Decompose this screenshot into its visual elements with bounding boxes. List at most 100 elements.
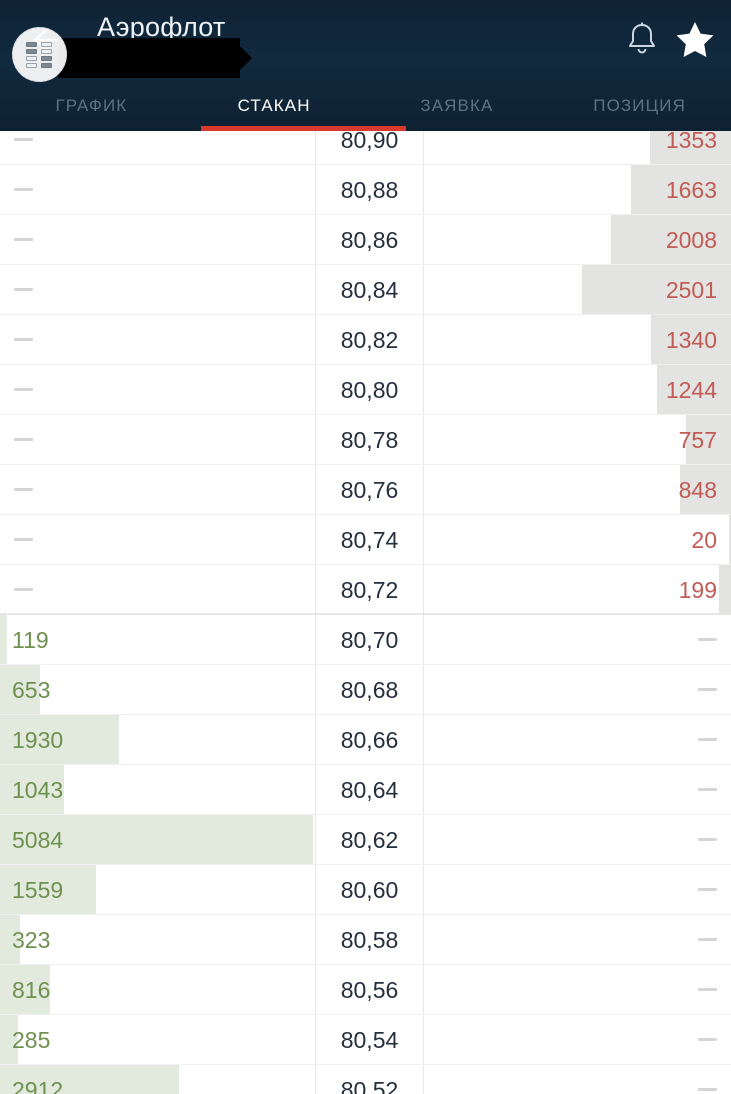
bid-quantity: 1559 bbox=[12, 877, 64, 903]
order-book-row[interactable]: 323 80,58 bbox=[0, 915, 731, 965]
empty-ask-dash bbox=[698, 788, 717, 791]
column-divider bbox=[423, 465, 424, 514]
empty-ask-dash bbox=[698, 1088, 717, 1091]
column-divider bbox=[315, 915, 316, 964]
column-divider bbox=[315, 131, 316, 164]
empty-bid-dash bbox=[14, 388, 33, 391]
column-divider bbox=[423, 965, 424, 1014]
column-divider bbox=[423, 215, 424, 264]
ask-depth-bar bbox=[651, 315, 731, 364]
order-book-row[interactable]: 1043 80,64 bbox=[0, 765, 731, 815]
column-divider bbox=[423, 915, 424, 964]
bell-icon[interactable] bbox=[625, 20, 659, 58]
bid-quantity: 5084 bbox=[12, 827, 64, 853]
bid-quantity: 1043 bbox=[12, 777, 64, 803]
ask-depth-bar bbox=[631, 165, 731, 214]
column-divider bbox=[315, 715, 316, 764]
bid-quantity: 2912 bbox=[12, 1077, 64, 1094]
empty-ask-dash bbox=[698, 1038, 717, 1041]
order-book-layout-icon[interactable] bbox=[12, 27, 67, 82]
star-filled-icon[interactable] bbox=[675, 19, 715, 59]
price-cell: 80,66 bbox=[340, 727, 399, 753]
empty-ask-dash bbox=[698, 888, 717, 891]
order-book-row[interactable]: 80,72 199 bbox=[0, 565, 731, 615]
price-cell: 80,88 bbox=[340, 177, 399, 203]
price-cell: 80,60 bbox=[340, 877, 399, 903]
order-book-row[interactable]: 80,76 848 bbox=[0, 465, 731, 515]
ask-depth-bar bbox=[611, 215, 731, 264]
column-divider bbox=[423, 165, 424, 214]
order-book-row[interactable]: 119 80,70 bbox=[0, 615, 731, 665]
ask-quantity: 1244 bbox=[665, 377, 717, 403]
ask-quantity: 1340 bbox=[665, 327, 717, 353]
ask-depth-bar bbox=[719, 565, 731, 613]
empty-ask-dash bbox=[698, 688, 717, 691]
bid-depth-bar bbox=[0, 865, 96, 914]
bid-quantity: 285 bbox=[12, 1027, 51, 1053]
column-divider bbox=[423, 665, 424, 714]
bid-quantity: 119 bbox=[12, 627, 49, 653]
order-book-row[interactable]: 2912 80,52 bbox=[0, 1065, 731, 1094]
column-divider bbox=[423, 1065, 424, 1094]
tab-stakan[interactable]: СТАКАН bbox=[237, 96, 311, 115]
order-book-row[interactable]: 80,78 757 bbox=[0, 415, 731, 465]
ask-quantity: 2008 bbox=[665, 227, 717, 253]
price-cell: 80,56 bbox=[340, 977, 399, 1003]
empty-ask-dash bbox=[698, 738, 717, 741]
empty-bid-dash bbox=[14, 288, 33, 291]
price-cell: 80,58 bbox=[340, 927, 399, 953]
empty-bid-dash bbox=[14, 238, 33, 241]
column-divider bbox=[315, 265, 316, 314]
order-book-row[interactable]: 1930 80,66 bbox=[0, 715, 731, 765]
empty-bid-dash bbox=[14, 538, 33, 541]
tab-zayavka[interactable]: ЗАЯВКА bbox=[420, 96, 494, 115]
empty-ask-dash bbox=[698, 938, 717, 941]
order-book-row[interactable]: 80,74 20 bbox=[0, 515, 731, 565]
column-divider bbox=[315, 965, 316, 1014]
price-cell: 80,64 bbox=[340, 777, 399, 803]
column-divider bbox=[423, 765, 424, 814]
column-divider bbox=[315, 165, 316, 214]
bid-quantity: 323 bbox=[12, 927, 51, 953]
order-book-row[interactable]: 285 80,54 bbox=[0, 1015, 731, 1065]
bid-quantity: 653 bbox=[12, 677, 51, 703]
column-divider bbox=[315, 315, 316, 364]
order-book-row[interactable]: 80,82 1340 bbox=[0, 315, 731, 365]
column-divider bbox=[315, 865, 316, 914]
column-divider bbox=[423, 265, 424, 314]
order-book-row[interactable]: 80,88 1663 bbox=[0, 165, 731, 215]
order-book-list[interactable]: 80,90 1353 80,88 1663 80,86 2008 80,84 2501 80,8… bbox=[0, 131, 731, 1094]
order-book-row[interactable]: 5084 80,62 bbox=[0, 815, 731, 865]
price-cell: 80,78 bbox=[340, 427, 399, 453]
app-header: Аэрофлот ГРАФИК СТАКАН ЗАЯВКА ПОЗИЦИЯ bbox=[0, 0, 731, 131]
ask-quantity: 757 bbox=[678, 427, 717, 453]
bid-depth-bar bbox=[0, 965, 50, 1014]
price-cell: 80,54 bbox=[340, 1027, 399, 1053]
column-divider bbox=[315, 215, 316, 264]
empty-bid-dash bbox=[14, 588, 33, 591]
order-book-row[interactable]: 653 80,68 bbox=[0, 665, 731, 715]
order-book-row[interactable]: 80,84 2501 bbox=[0, 265, 731, 315]
order-book-row[interactable]: 80,80 1244 bbox=[0, 365, 731, 415]
order-book-row[interactable]: 816 80,56 bbox=[0, 965, 731, 1015]
price-cell: 80,82 bbox=[340, 327, 399, 353]
column-divider bbox=[423, 1015, 424, 1064]
order-book-row[interactable]: 80,86 2008 bbox=[0, 215, 731, 265]
empty-bid-dash bbox=[14, 488, 33, 491]
order-book-row[interactable]: 1559 80,60 bbox=[0, 865, 731, 915]
ask-depth-bar bbox=[657, 365, 731, 414]
price-cell: 80,90 bbox=[340, 131, 399, 153]
price-cell: 80,62 bbox=[340, 827, 399, 853]
ask-depth-bar bbox=[729, 515, 731, 564]
tab-pozitsiya[interactable]: ПОЗИЦИЯ bbox=[593, 96, 686, 115]
order-book-row[interactable]: 80,90 1353 bbox=[0, 131, 731, 165]
bid-quantity: 1930 bbox=[12, 727, 64, 753]
active-tab-indicator bbox=[201, 126, 406, 131]
price-cell: 80,76 bbox=[340, 477, 399, 503]
tab-grafik[interactable]: ГРАФИК bbox=[55, 96, 128, 115]
empty-bid-dash bbox=[14, 338, 33, 341]
empty-bid-dash bbox=[14, 438, 33, 441]
column-divider bbox=[423, 715, 424, 764]
redaction-bar bbox=[58, 38, 252, 78]
